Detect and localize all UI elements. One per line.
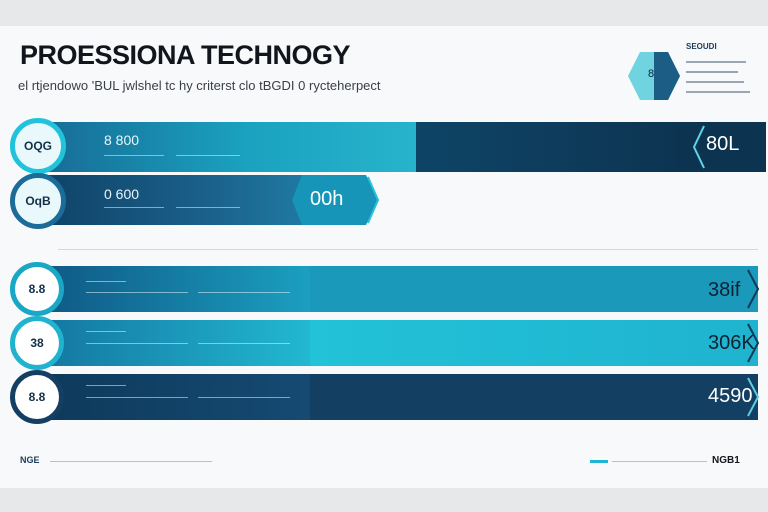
row-1-text-line: [176, 155, 240, 156]
page-title: PROESSIONA TECHNOGY: [20, 40, 351, 70]
row-4-text-line: [86, 331, 126, 332]
footer-accent-bar: [590, 460, 608, 463]
row-4-text-line: [198, 343, 290, 344]
row-4-badge-label: 38: [30, 336, 44, 350]
legend-text-line: [686, 71, 738, 73]
row-5-text-line: [86, 385, 126, 386]
row-3-text-line: [86, 281, 126, 282]
row-5-text-line: [86, 397, 188, 398]
row-1-badge: OQG: [10, 118, 66, 174]
row-4-value-chevron: [747, 323, 760, 363]
row-4-bar-extension: [310, 320, 758, 366]
row-4-value: 306K: [708, 332, 755, 354]
legend-heading: SEOUDI: [686, 42, 717, 51]
footer-right-label: NGB1: [712, 455, 740, 466]
row-2-text-line: [176, 207, 240, 208]
row-1-badge-label: OQG: [23, 139, 52, 153]
row-5-value: 4590: [708, 385, 753, 407]
hexagon-icon: [628, 52, 680, 100]
row-5-badge-label: 8.8: [28, 390, 46, 404]
row-1-text-line: [104, 155, 164, 156]
legend-text-line: [686, 91, 750, 93]
row-2-number: 0 600: [104, 186, 140, 202]
row-4-badge: 38: [10, 316, 64, 370]
row-3-bar-extension: [310, 266, 758, 312]
row-2-text-line: [104, 207, 164, 208]
footer-text-line: [50, 461, 212, 462]
row-3-text-line: [86, 292, 188, 293]
row-1-value-chevron: [690, 122, 766, 172]
section-divider: [58, 249, 758, 250]
row-5-badge: 8.8: [10, 370, 64, 424]
row-2-bar: [40, 175, 308, 225]
row-3-bar: [48, 266, 310, 312]
page-subtitle: el rtjendowo 'BUL jwlshel tc hy criterst…: [18, 78, 381, 93]
footer-left-label: NGE: [20, 455, 40, 465]
legend-badge: 8: [648, 68, 655, 80]
row-5-bar-extension: [310, 374, 758, 420]
row-1-number: 8 800: [104, 132, 140, 148]
row-2-value-chevron: [292, 175, 380, 225]
row-3-badge-label: 8.8: [28, 282, 46, 296]
row-1-value: 80L: [706, 133, 740, 155]
footer-text-line: [612, 461, 707, 462]
row-5-value-chevron: [747, 377, 760, 417]
row-2-badge-label: OqB: [25, 194, 51, 208]
row-3-badge: 8.8: [10, 262, 64, 316]
row-2-value: 00h: [310, 188, 344, 210]
legend-text-line: [686, 81, 744, 83]
row-3-value: 38if: [708, 279, 741, 301]
row-3-value-chevron: [747, 269, 760, 309]
row-2-badge: OqB: [10, 173, 66, 229]
row-3-text-line: [198, 292, 290, 293]
legend-text-line: [686, 61, 746, 63]
row-5-text-line: [198, 397, 290, 398]
row-1-bar: [40, 122, 416, 172]
row-4-text-line: [86, 343, 188, 344]
